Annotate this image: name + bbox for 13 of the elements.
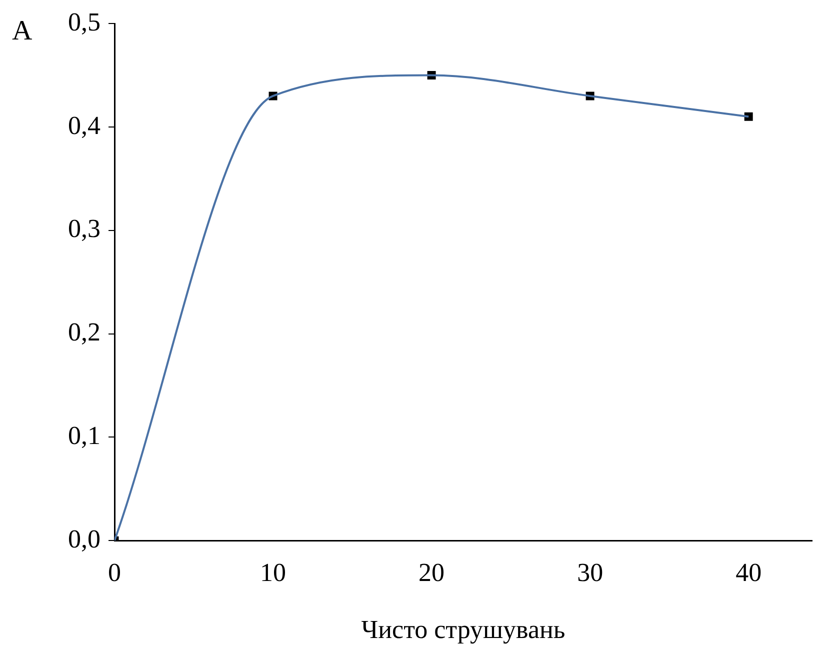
y-tick-label: 0,0 [68, 524, 100, 554]
y-tick-label: 0,2 [68, 318, 100, 347]
y-tick-label: 0,1 [68, 421, 100, 450]
y-tick-label: 0,4 [68, 110, 100, 140]
x-tick-label: 30 [577, 558, 604, 588]
x-tick-label: 10 [260, 558, 286, 588]
x-tick-label: 40 [736, 558, 762, 588]
y-tick-label: 0,5 [68, 7, 100, 36]
x-tick-label: 0 [108, 558, 121, 588]
x-axis-title: Чисто струшувань [361, 615, 566, 644]
text: A [12, 15, 33, 46]
x-tick-label: 20 [418, 558, 445, 588]
y-tick-label: 0,3 [68, 214, 100, 244]
